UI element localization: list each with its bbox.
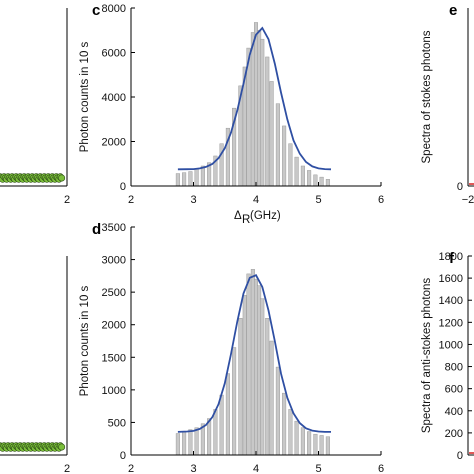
x-tick-label-d-4: 6 xyxy=(378,463,384,474)
x-tick-label-d-0: 2 xyxy=(128,463,134,474)
panel-letter-c: c xyxy=(92,2,100,19)
bar-d-21 xyxy=(288,409,293,456)
y-tick-label-f-1: 200 xyxy=(445,428,463,440)
bar-d-12 xyxy=(246,273,251,456)
bar-c-16 xyxy=(260,38,265,187)
bar-d-24 xyxy=(307,431,312,456)
bar-d-18 xyxy=(269,340,274,456)
scatter-point-b-46 xyxy=(58,443,66,451)
x-tick-label-d-2: 4 xyxy=(253,463,259,474)
bar-d-27 xyxy=(325,436,330,456)
fit-curve-c xyxy=(177,26,332,171)
bar-d-22 xyxy=(294,420,299,456)
y-tick-label-f-3: 600 xyxy=(445,384,463,396)
x-tick-label-c-4: 6 xyxy=(378,194,384,206)
x-tick-label-e-0: −2 xyxy=(462,194,474,206)
bar-c-25 xyxy=(313,174,318,187)
y-tick-label-f-4: 800 xyxy=(445,362,463,374)
bar-c-19 xyxy=(275,103,280,187)
y-tick-label-e-0: 0 xyxy=(457,181,463,193)
panel-letter-e: e xyxy=(449,2,457,19)
y-tick-label-d-0: 0 xyxy=(120,450,126,462)
bar-d-6 xyxy=(213,409,218,456)
x-tick-label-c-3: 5 xyxy=(315,194,321,206)
bar-c-17 xyxy=(265,56,270,187)
x-tick-label-b-0: 2 xyxy=(64,463,70,474)
y-tick-label-f-5: 1000 xyxy=(439,339,463,351)
bar-d-1 xyxy=(182,431,187,456)
y-tick-label-d-6: 3000 xyxy=(102,255,126,267)
y-tick-label-c-1: 2000 xyxy=(102,137,126,149)
x-tick-label-c-0: 2 xyxy=(128,194,134,206)
bar-c-0 xyxy=(175,173,180,187)
bar-d-26 xyxy=(319,435,324,456)
y-tick-label-c-0: 0 xyxy=(120,181,126,193)
bar-d-20 xyxy=(282,392,287,456)
y-tick-label-d-2: 1000 xyxy=(102,385,126,397)
y-axis-label-f: Spectra of anti-stokes photons xyxy=(421,278,433,434)
bar-c-27 xyxy=(325,179,330,187)
bar-c-22 xyxy=(294,156,299,187)
y-axis-label-d: Photon counts in 10 s xyxy=(79,285,91,396)
y-axis-label-c: Photon counts in 10 s xyxy=(79,41,91,152)
x-axis-label-c-sub: R xyxy=(242,214,250,226)
fit-curve-d xyxy=(177,274,331,433)
y-tick-label-f-2: 400 xyxy=(445,406,463,418)
bar-d-19 xyxy=(275,366,280,456)
y-tick-label-d-7: 3500 xyxy=(102,222,126,234)
y-tick-label-c-3: 6000 xyxy=(102,48,126,60)
panel-letter-d: d xyxy=(92,221,101,238)
x-tick-label-c-1: 3 xyxy=(190,194,196,206)
bar-c-2 xyxy=(188,171,193,187)
bar-d-2 xyxy=(188,429,193,456)
y-tick-label-d-3: 1500 xyxy=(102,352,126,364)
bar-d-23 xyxy=(300,427,305,456)
scatter-point-a-46 xyxy=(58,174,66,182)
x-axis-label-c-unit: (GHz) xyxy=(250,210,281,222)
y-tick-label-f-8: 1600 xyxy=(439,273,463,285)
bar-d-10 xyxy=(238,318,243,456)
bar-d-17 xyxy=(265,318,270,456)
bar-c-26 xyxy=(319,176,324,187)
x-axis-label-c-main: Δ xyxy=(234,210,242,222)
x-tick-label-c-2: 4 xyxy=(253,194,259,206)
bar-c-4 xyxy=(200,165,205,187)
bar-c-1 xyxy=(182,172,187,187)
x-tick-label-d-3: 5 xyxy=(315,463,321,474)
y-tick-label-d-1: 500 xyxy=(108,417,126,429)
bar-c-23 xyxy=(300,165,305,187)
y-tick-label-c-4: 8000 xyxy=(102,3,126,15)
x-tick-label-d-1: 3 xyxy=(190,463,196,474)
y-tick-label-f-9: 1800 xyxy=(439,251,463,263)
y-tick-label-f-0: 0 xyxy=(457,450,463,462)
y-tick-label-c-2: 4000 xyxy=(102,92,126,104)
bar-d-9 xyxy=(232,347,237,456)
bar-c-24 xyxy=(307,170,312,187)
y-tick-label-d-4: 2000 xyxy=(102,320,126,332)
y-tick-label-f-7: 1400 xyxy=(439,295,463,307)
y-axis-label-e: Spectra of stokes photons xyxy=(421,30,433,163)
bar-d-25 xyxy=(313,433,318,456)
bar-d-7 xyxy=(219,394,224,456)
bar-d-0 xyxy=(175,433,180,456)
panel-letter-f: f xyxy=(449,250,455,267)
bar-d-8 xyxy=(225,373,230,456)
bar-c-18 xyxy=(269,81,274,187)
bar-d-16 xyxy=(260,298,265,456)
bar-d-11 xyxy=(242,295,247,456)
bar-c-3 xyxy=(194,168,199,187)
bar-c-21 xyxy=(288,143,293,187)
y-tick-label-f-6: 1200 xyxy=(439,317,463,329)
bar-d-3 xyxy=(194,427,199,456)
x-tick-label-a-0: 2 xyxy=(64,194,70,206)
y-tick-label-d-5: 2500 xyxy=(102,287,126,299)
bar-c-20 xyxy=(282,125,287,187)
